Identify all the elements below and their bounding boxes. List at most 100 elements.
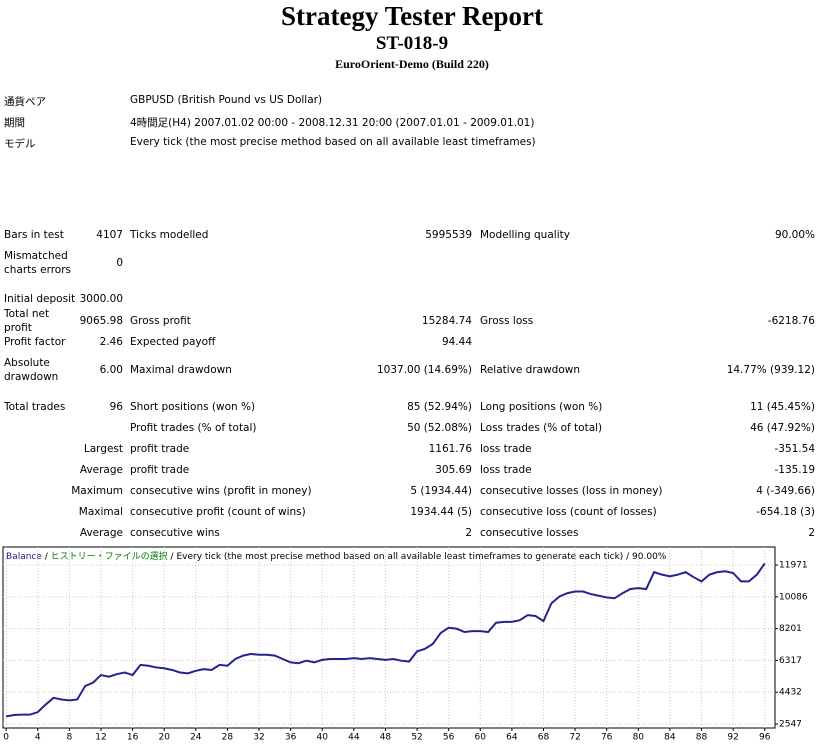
report-title: Strategy Tester Report	[281, 1, 543, 31]
x-tick-label: 36	[285, 733, 297, 743]
x-tick-label: 32	[253, 733, 264, 743]
info-value: 4時間足(H4) 2007.01.02 00:00 - 2008.12.31 2…	[130, 117, 535, 129]
stat-label: consecutive losses	[480, 527, 579, 539]
x-tick-label: 72	[569, 733, 580, 743]
plot-frame	[2, 546, 776, 729]
stat-value: 0	[116, 257, 123, 269]
y-tick-label: 8201	[779, 624, 802, 634]
stat-value: -654.18 (3)	[756, 506, 815, 518]
stat-value: 2	[465, 527, 472, 539]
stat-label: Absolute drawdown	[4, 357, 59, 383]
x-tick-label: 92	[727, 733, 738, 743]
stat-label: Total net profit	[4, 308, 50, 334]
y-tick-label: 4432	[779, 688, 802, 698]
stat-value: 5995539	[425, 229, 472, 241]
x-tick-label: 12	[95, 733, 106, 743]
stat-value: 305.69	[435, 464, 472, 476]
x-tick-label: 40	[317, 733, 329, 743]
x-tick-label: 88	[696, 733, 708, 743]
stat-value: 11 (45.45%)	[750, 401, 815, 413]
stat-value: -6218.76	[767, 315, 815, 327]
stat-value: 1161.76	[428, 443, 472, 455]
stat-value: 2	[808, 527, 815, 539]
stat-label: Maximal drawdown	[130, 364, 232, 376]
stat-label: Ticks modelled	[130, 229, 209, 241]
stat-label: Modelling quality	[480, 229, 570, 241]
info-label: モデル	[4, 138, 36, 150]
stat-value: 5 (1934.44)	[410, 485, 472, 497]
x-tick-label: 20	[158, 733, 170, 743]
x-tick-label: 96	[759, 733, 771, 743]
stat-value: 9065.98	[79, 315, 123, 327]
stat-label: Gross loss	[480, 315, 534, 327]
x-tick-label: 60	[475, 733, 487, 743]
header-part: /	[42, 552, 51, 562]
stat-label: consecutive wins	[130, 527, 220, 539]
stat-label: Long positions (won %)	[480, 401, 603, 413]
stat-label: Initial deposit	[4, 293, 76, 305]
report-subtitle: ST-018-9	[375, 33, 449, 54]
stat-label: Bars in test	[4, 229, 64, 241]
stat-label: Expected payoff	[130, 336, 216, 348]
balance-line	[5, 562, 766, 718]
stat-label: consecutive loss (count of losses)	[480, 506, 657, 518]
stat-value: 6.00	[99, 364, 123, 376]
stat-value: -351.54	[774, 443, 815, 455]
stat-value: Average	[79, 527, 123, 539]
x-tick-label: 16	[127, 733, 139, 743]
stat-label: profit trade	[130, 464, 190, 476]
balance-chart: Balance / ヒストリー・ファイルの選択 / Every tick (th…	[2, 546, 808, 743]
stat-value: Maximum	[71, 485, 123, 497]
stat-value: 2.46	[99, 336, 123, 348]
stat-label: Mismatched charts errors	[4, 250, 71, 276]
stat-label: Gross profit	[130, 315, 191, 327]
x-tick-label: 44	[348, 733, 360, 743]
y-tick-label: 10086	[779, 592, 808, 602]
info-value: Every tick (the most precise method base…	[130, 136, 536, 148]
stat-value: Maximal	[78, 506, 123, 518]
info-label: 通貨ペア	[4, 96, 46, 108]
info-value: GBPUSD (British Pound vs US Dollar)	[130, 94, 323, 106]
y-tick-label: 6317	[779, 656, 802, 666]
x-tick-label: 52	[411, 733, 422, 743]
stat-value: Average	[79, 464, 123, 476]
stat-value: 15284.74	[421, 315, 472, 327]
x-tick-label: 56	[443, 733, 455, 743]
stat-value: 85 (52.94%)	[407, 401, 472, 413]
stat-value: 4107	[96, 229, 123, 241]
stat-label: Relative drawdown	[480, 364, 581, 376]
x-tick-label: 80	[633, 733, 645, 743]
stat-label: Total trades	[4, 401, 66, 413]
x-tick-label: 8	[67, 733, 73, 743]
stat-value: Largest	[83, 443, 123, 455]
y-tick-label: 2547	[779, 720, 802, 730]
server: EuroOrient-Demo (Build 220)	[335, 57, 489, 71]
stat-label: Loss trades (% of total)	[480, 422, 603, 434]
stat-label: loss trade	[480, 464, 532, 476]
stat-value: 1037.00 (14.69%)	[377, 364, 472, 376]
stat-value: 46 (47.92%)	[750, 422, 815, 434]
stat-label: consecutive profit (count of wins)	[130, 506, 306, 518]
chart-header: Balance / ヒストリー・ファイルの選択 / Every tick (th…	[6, 550, 667, 562]
x-tick-label: 68	[538, 733, 550, 743]
stat-label: consecutive losses (loss in money)	[480, 485, 663, 497]
header-part: Balance	[6, 552, 42, 562]
stat-label: profit trade	[130, 443, 190, 455]
stat-value: 4 (-349.66)	[756, 485, 815, 497]
stat-value: 94.44	[441, 336, 472, 348]
info-label: 期間	[4, 117, 25, 129]
stat-value: 96	[109, 401, 123, 413]
stat-label: loss trade	[480, 443, 532, 455]
x-tick-label: 76	[601, 733, 613, 743]
stat-label: Profit factor	[4, 336, 66, 348]
stat-label: Profit trades (% of total)	[130, 422, 257, 434]
stat-value: -135.19	[774, 464, 815, 476]
header-part: ヒストリー・ファイルの選択	[51, 550, 168, 562]
x-tick-label: 0	[3, 733, 9, 743]
stat-value: 50 (52.08%)	[407, 422, 472, 434]
x-tick-label: 28	[222, 733, 234, 743]
y-tick-label: 11971	[779, 561, 808, 571]
x-tick-label: 4	[35, 733, 41, 743]
stat-label: Short positions (won %)	[130, 401, 256, 413]
